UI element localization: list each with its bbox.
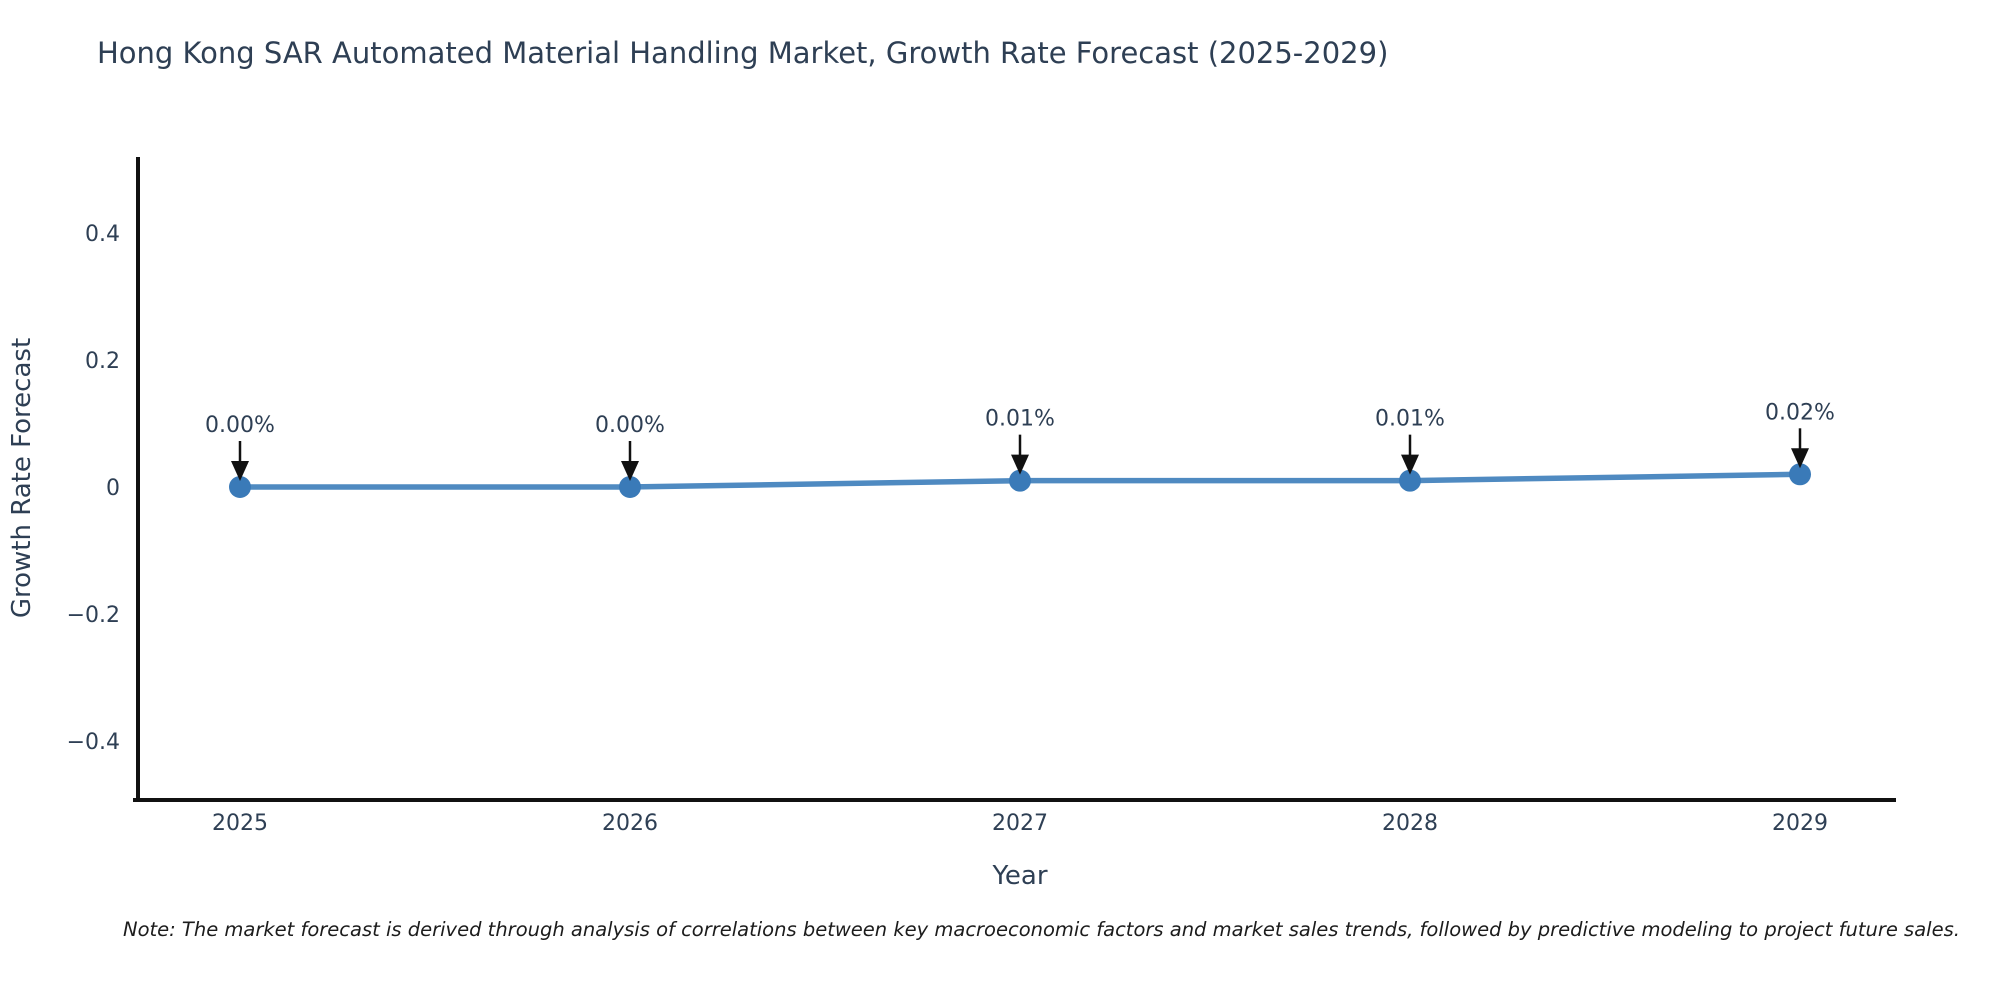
x-tick-label: 2026 (602, 811, 658, 836)
y-tick-label: −0.2 (67, 603, 120, 628)
x-tick-label: 2025 (212, 811, 268, 836)
data-point-marker (619, 476, 641, 498)
chart-title: Hong Kong SAR Automated Material Handlin… (97, 36, 1389, 70)
point-value-label: 0.00% (595, 413, 665, 438)
point-value-label: 0.01% (985, 407, 1055, 432)
annotation-arrowhead-icon (1011, 454, 1029, 475)
footnote: Note: The market forecast is derived thr… (123, 918, 1960, 941)
x-tick-label: 2028 (1382, 811, 1438, 836)
point-value-label: 0.00% (205, 413, 275, 438)
annotation-arrowhead-icon (1401, 454, 1419, 475)
annotation-arrowhead-icon (1791, 448, 1809, 469)
annotation-arrowhead-icon (231, 461, 249, 481)
annotation-arrowhead-icon (621, 461, 639, 481)
y-tick-label: 0.4 (85, 222, 120, 247)
point-value-label: 0.01% (1375, 407, 1445, 432)
y-tick-label: −0.4 (67, 730, 120, 755)
x-tick-label: 2027 (992, 811, 1048, 836)
data-point-marker (229, 476, 251, 498)
data-point-marker (1009, 469, 1031, 492)
y-axis-title: Growth Rate Forecast (7, 338, 37, 618)
x-axis-title: Year (991, 861, 1047, 891)
data-point-marker (1789, 463, 1811, 486)
plot-generated-content: 0.4 0.2 0 −0.2 −0.4 2025 2026 2027 2028 2029 0.00%… (67, 157, 1896, 836)
point-value-label: 0.02% (1765, 400, 1835, 425)
y-tick-label: 0 (106, 476, 120, 501)
y-tick-label: 0.2 (85, 349, 120, 374)
x-tick-label: 2029 (1772, 811, 1828, 836)
data-point-marker (1399, 469, 1421, 492)
